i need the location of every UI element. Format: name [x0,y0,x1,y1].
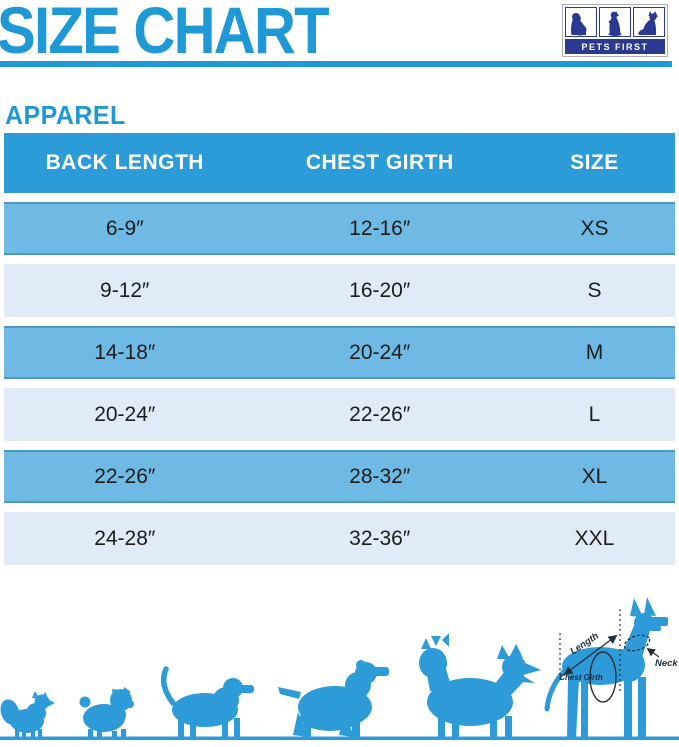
dog-size-illustration: Length Chest Girth Neck [0,597,679,740]
back-length-value: 24-28″ [94,526,156,550]
chest-girth-value: 16-20″ [349,278,411,302]
back-length-value: 6-9″ [105,216,144,240]
chest-girth-value: 22-26″ [349,402,411,426]
table-row-l: 20-24″ 22-26″ L [4,388,675,441]
pomeranian-dog-icon [0,691,55,738]
title-underline [0,61,672,67]
page-title: SIZE CHART [0,0,330,67]
back-length-value: 14-18″ [94,340,156,364]
size-value: XS [580,216,609,240]
table-row-s: 9-12″ 16-20″ S [4,264,675,317]
chest-girth-value: 12-16″ [349,216,411,240]
size-value: XL [581,464,608,488]
table-row-xs: 6-9″ 12-16″ XS [4,202,675,255]
cocker-spaniel-dog-icon [278,660,389,738]
shepherd-dog-icon [633,7,665,37]
begging-dog-icon [599,7,631,37]
chest-girth-label: Chest Girth [559,673,603,682]
chest-girth-value: 32-36″ [349,526,411,550]
length-arrow [563,634,618,676]
table-header-row: BACK LENGTH CHEST GIRTH SIZE [4,133,675,193]
size-value: S [587,278,602,302]
chest-girth-value: 28-32″ [349,464,411,488]
apparel-heading: APPAREL [5,100,126,130]
chest-girth-ellipse [589,651,617,703]
back-length-value: 20-24″ [94,402,156,426]
pug-dog-icon [79,687,134,738]
ground-line [0,736,679,740]
husky-dog-icon [419,633,541,738]
apparel-size-table: BACK LENGTH CHEST GIRTH SIZE 6-9″ 12-16″… [4,133,675,565]
logo-dog-boxes [565,7,665,37]
size-value: M [585,340,604,364]
column-header-chest-girth: CHEST GIRTH [305,151,454,174]
table-row-xxl: 24-28″ 32-36″ XXL [4,512,675,565]
sitting-dog-icon [565,7,597,37]
back-length-value: 22-26″ [94,464,156,488]
column-header-size: SIZE [570,151,619,174]
pets-first-logo: PETS FIRST [562,4,668,57]
great-dane-dog-icon [544,597,668,738]
size-value: L [588,402,601,426]
column-header-back-length: BACK LENGTH [45,151,204,174]
neck-label: Neck [655,658,678,669]
neck-ellipse [623,634,651,652]
logo-brand-label: PETS FIRST [565,39,665,54]
neck-pointer-arrow [646,648,660,658]
beagle-dog-icon [160,666,254,738]
back-length-value: 9-12″ [100,278,150,302]
chest-girth-value: 20-24″ [349,340,411,364]
table-row-xl: 22-26″ 28-32″ XL [4,450,675,503]
size-value: XXL [574,526,615,550]
table-row-m: 14-18″ 20-24″ M [4,326,675,379]
